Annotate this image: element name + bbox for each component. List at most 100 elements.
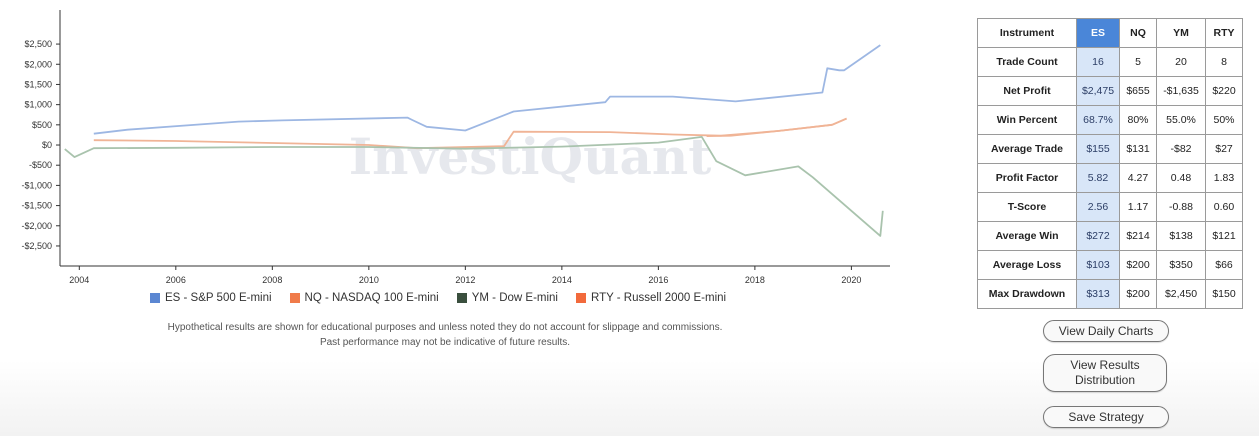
cell-es: $313 bbox=[1076, 279, 1120, 309]
legend-swatch-ym bbox=[456, 293, 467, 303]
y-tick-label: -$1,500 bbox=[21, 201, 52, 211]
disclaimer-line-1: Hypothetical results are shown for educa… bbox=[167, 322, 723, 333]
legend-label-rty: RTY - Russell 2000 E-mini bbox=[591, 292, 727, 304]
row-label: Win Percent bbox=[977, 105, 1077, 135]
cell-nq: $200 bbox=[1119, 279, 1157, 309]
legend-label-nq: NQ - NASDAQ 100 E-mini bbox=[304, 292, 439, 304]
legend-swatch-es bbox=[150, 293, 160, 303]
legend-label-ym: YM - Dow E-mini bbox=[471, 292, 558, 304]
cell-nq: 4.27 bbox=[1119, 163, 1157, 193]
stats-row-t-score: T-Score 2.56 1.17 -0.88 0.60 bbox=[977, 192, 1243, 222]
cell-ym: 55.0% bbox=[1156, 105, 1206, 135]
cell-rty: 1.83 bbox=[1205, 163, 1243, 193]
save-strategy-button[interactable]: Save Strategy bbox=[1043, 406, 1169, 428]
x-tick-label: 2016 bbox=[648, 275, 668, 285]
x-tick-label: 2018 bbox=[745, 275, 765, 285]
cell-ym: -$82 bbox=[1156, 134, 1206, 164]
chart-legend: ES - S&P 500 E-mini NQ - NASDAQ 100 E-mi… bbox=[150, 292, 790, 304]
chart-plot: InvestiQuant $2,500 $2,000 $1,500 $1,000 $500… bbox=[21, 10, 890, 285]
header-instrument: Instrument bbox=[977, 18, 1077, 48]
row-label: Average Loss bbox=[977, 250, 1077, 280]
header-rty[interactable]: RTY bbox=[1205, 18, 1243, 48]
stats-row-win-percent: Win Percent 68.7% 80% 55.0% 50% bbox=[977, 105, 1243, 135]
y-tick-label: $0 bbox=[42, 140, 52, 150]
cell-es: 5.82 bbox=[1076, 163, 1120, 193]
view-daily-charts-button[interactable]: View Daily Charts bbox=[1043, 320, 1169, 342]
cell-ym: $2,450 bbox=[1156, 279, 1206, 309]
y-tick-label: $2,000 bbox=[24, 59, 52, 69]
cell-rty: 0.60 bbox=[1205, 192, 1243, 222]
cell-ym: -0.88 bbox=[1156, 192, 1206, 222]
y-tick-label: $1,000 bbox=[24, 100, 52, 110]
legend-item-es[interactable]: ES - S&P 500 E-mini bbox=[150, 292, 272, 304]
stats-row-average-loss: Average Loss $103 $200 $350 $66 bbox=[977, 250, 1243, 280]
x-tick-label: 2004 bbox=[69, 275, 89, 285]
y-tick-label: $2,500 bbox=[24, 39, 52, 49]
legend-item-ym[interactable]: YM - Dow E-mini bbox=[456, 292, 558, 304]
cell-nq: $655 bbox=[1119, 76, 1157, 106]
stats-header-row: Instrument ES NQ YM RTY bbox=[977, 18, 1243, 48]
x-tick-label: 2014 bbox=[552, 275, 572, 285]
row-label: Net Profit bbox=[977, 76, 1077, 106]
legend-item-nq[interactable]: NQ - NASDAQ 100 E-mini bbox=[289, 292, 439, 304]
y-tick-label: $1,500 bbox=[24, 79, 52, 89]
y-tick-label: -$2,000 bbox=[21, 221, 52, 231]
x-tick-label: 2008 bbox=[262, 275, 282, 285]
stats-row-average-win: Average Win $272 $214 $138 $121 bbox=[977, 221, 1243, 251]
stats-row-max-drawdown: Max Drawdown $313 $200 $2,450 $150 bbox=[977, 279, 1243, 309]
cell-ym: 0.48 bbox=[1156, 163, 1206, 193]
y-tick-label: -$500 bbox=[29, 160, 52, 170]
row-label: Profit Factor bbox=[977, 163, 1077, 193]
cell-nq: $200 bbox=[1119, 250, 1157, 280]
cell-ym: $138 bbox=[1156, 221, 1206, 251]
cell-nq: $131 bbox=[1119, 134, 1157, 164]
header-nq[interactable]: NQ bbox=[1119, 18, 1157, 48]
x-tick-label: 2020 bbox=[841, 275, 861, 285]
row-label: Trade Count bbox=[977, 47, 1077, 77]
stats-table: Instrument ES NQ YM RTY Trade Count 16 5… bbox=[977, 18, 1243, 309]
cell-rty: $121 bbox=[1205, 221, 1243, 251]
cell-nq: $214 bbox=[1119, 221, 1157, 251]
cell-rty: $27 bbox=[1205, 134, 1243, 164]
stats-row-net-profit: Net Profit $2,475 $655 -$1,635 $220 bbox=[977, 76, 1243, 106]
cell-nq: 5 bbox=[1119, 47, 1157, 77]
stats-row-profit-factor: Profit Factor 5.82 4.27 0.48 1.83 bbox=[977, 163, 1243, 193]
cell-nq: 1.17 bbox=[1119, 192, 1157, 222]
watermark-text: InvestiQuant bbox=[349, 127, 712, 186]
stats-row-average-trade: Average Trade $155 $131 -$82 $27 bbox=[977, 134, 1243, 164]
legend-item-rty[interactable]: RTY - Russell 2000 E-mini bbox=[576, 292, 726, 304]
cell-ym: 20 bbox=[1156, 47, 1206, 77]
cell-es: $2,475 bbox=[1076, 76, 1120, 106]
legend-swatch-nq bbox=[289, 293, 300, 303]
row-label: Average Win bbox=[977, 221, 1077, 251]
x-tick-label: 2012 bbox=[455, 275, 475, 285]
stats-row-trade-count: Trade Count 16 5 20 8 bbox=[977, 47, 1243, 77]
cell-es: 16 bbox=[1076, 47, 1120, 77]
y-tick-label: -$1,000 bbox=[21, 180, 52, 190]
equity-chart: InvestiQuant $2,500 $2,000 $1,500 $1,000 $500… bbox=[21, 10, 890, 350]
y-tick-label: $500 bbox=[32, 120, 52, 130]
row-label: Max Drawdown bbox=[977, 279, 1077, 309]
cell-rty: $150 bbox=[1205, 279, 1243, 309]
x-tick-label: 2006 bbox=[166, 275, 186, 285]
series-line-ym bbox=[64, 135, 884, 237]
cell-es: 2.56 bbox=[1076, 192, 1120, 222]
cell-es: $272 bbox=[1076, 221, 1120, 251]
legend-label-es: ES - S&P 500 E-mini bbox=[165, 292, 272, 304]
cell-ym: $350 bbox=[1156, 250, 1206, 280]
cell-rty: 50% bbox=[1205, 105, 1243, 135]
cell-es: $155 bbox=[1076, 134, 1120, 164]
disclaimer: Hypothetical results are shown for educa… bbox=[100, 320, 790, 350]
header-ym[interactable]: YM bbox=[1156, 18, 1206, 48]
disclaimer-line-2: Past performance may not be indicative o… bbox=[319, 337, 571, 348]
header-es[interactable]: ES bbox=[1076, 18, 1120, 48]
results-distribution-line-2: Distribution bbox=[1074, 373, 1136, 387]
cell-nq: 80% bbox=[1119, 105, 1157, 135]
row-label: Average Trade bbox=[977, 134, 1077, 164]
series-line-rty bbox=[706, 117, 847, 137]
results-distribution-line-1: View Results bbox=[1070, 358, 1140, 372]
cell-rty: $66 bbox=[1205, 250, 1243, 280]
y-tick-label: -$2,500 bbox=[21, 241, 52, 251]
view-results-distribution-button[interactable]: View Results Distribution bbox=[1043, 354, 1167, 392]
x-tick-label: 2010 bbox=[359, 275, 379, 285]
